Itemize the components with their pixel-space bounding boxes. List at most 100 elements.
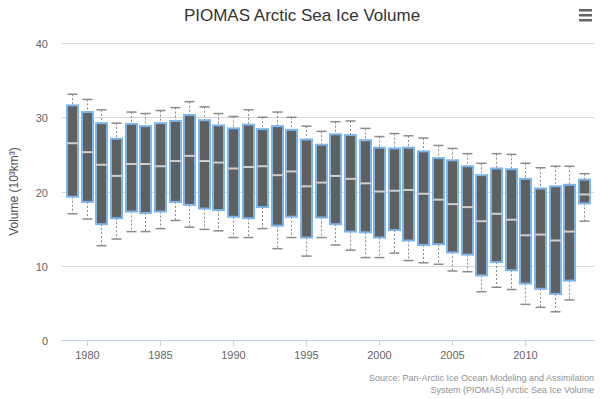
box	[67, 105, 78, 196]
box-group	[535, 168, 546, 308]
lower-whisker	[160, 212, 161, 229]
lower-cap	[127, 231, 137, 233]
upper-cap	[580, 173, 590, 175]
lower-whisker	[204, 209, 205, 230]
x-tick	[525, 340, 526, 346]
lower-whisker	[569, 281, 570, 300]
median	[506, 219, 517, 221]
upper-whisker	[496, 154, 497, 169]
upper-cap	[551, 166, 561, 168]
box	[462, 166, 473, 254]
lower-whisker	[233, 217, 234, 238]
box	[213, 125, 224, 210]
upper-cap	[404, 135, 414, 137]
lower-cap	[448, 270, 458, 272]
lower-whisker	[321, 217, 322, 237]
median	[155, 165, 166, 167]
menu-bar	[579, 14, 592, 17]
box-group	[67, 94, 78, 214]
box	[564, 185, 575, 281]
lower-whisker	[423, 245, 424, 263]
box-group	[286, 117, 297, 237]
x-tick	[233, 340, 234, 346]
box	[184, 115, 195, 205]
menu-icon[interactable]	[579, 9, 592, 22]
lower-cap	[361, 257, 371, 259]
upper-whisker	[101, 110, 102, 123]
x-tick-label: 2000	[367, 349, 391, 361]
median	[243, 166, 254, 168]
upper-whisker	[350, 121, 351, 135]
lower-whisker	[379, 238, 380, 258]
lower-cap	[97, 245, 107, 247]
lower-cap	[141, 231, 151, 233]
upper-cap	[346, 120, 356, 122]
upper-whisker	[160, 111, 161, 124]
box	[82, 112, 93, 202]
boxes	[67, 94, 590, 312]
upper-whisker	[204, 107, 205, 120]
y-axis-label: Volume (10³km³)	[7, 147, 21, 236]
upper-whisker	[569, 166, 570, 185]
x-tick-label: 1990	[221, 349, 245, 361]
median	[564, 231, 575, 233]
upper-whisker	[423, 138, 424, 151]
upper-whisker	[438, 145, 439, 158]
upper-whisker	[408, 136, 409, 148]
box-group	[476, 163, 487, 291]
box	[506, 169, 517, 270]
upper-whisker	[233, 117, 234, 129]
box-group	[345, 121, 356, 250]
lower-whisker	[525, 284, 526, 305]
lower-cap	[565, 299, 575, 301]
median	[345, 178, 356, 180]
lower-cap	[580, 220, 590, 222]
x-tick-label: 2010	[513, 349, 537, 361]
upper-cap	[141, 113, 151, 115]
lower-cap	[390, 252, 400, 254]
lower-cap	[302, 255, 312, 257]
upper-cap	[317, 131, 327, 133]
median	[96, 164, 107, 166]
upper-whisker	[218, 114, 219, 126]
box	[579, 180, 590, 204]
lower-cap	[185, 226, 195, 228]
median	[286, 170, 297, 172]
median	[389, 190, 400, 192]
lower-whisker	[540, 289, 541, 308]
median	[82, 151, 93, 153]
upper-whisker	[87, 99, 88, 112]
upper-whisker	[394, 134, 395, 149]
lower-whisker	[555, 294, 556, 312]
lower-whisker	[131, 212, 132, 232]
median	[418, 193, 429, 195]
box-group	[228, 117, 239, 238]
box-group	[257, 117, 268, 228]
lower-whisker	[87, 202, 88, 219]
grid-line	[62, 117, 594, 118]
lower-cap	[317, 237, 327, 239]
upper-cap	[156, 110, 166, 112]
lower-whisker	[467, 255, 468, 272]
upper-cap	[507, 154, 517, 156]
upper-cap	[536, 167, 546, 169]
upper-cap	[302, 125, 312, 127]
x-tick-label: 1980	[75, 349, 99, 361]
box-group	[140, 114, 151, 232]
source: Source: Pan-Arctic Ice Ocean Modeling an…	[369, 373, 594, 383]
median	[316, 182, 327, 184]
upper-cap	[361, 128, 371, 130]
lower-cap	[214, 230, 224, 232]
upper-whisker	[379, 137, 380, 148]
lower-cap	[346, 249, 356, 251]
median	[140, 163, 151, 165]
box-group	[506, 154, 517, 289]
median	[374, 191, 385, 193]
y-tick-label: 10	[36, 261, 48, 273]
grid-line	[62, 340, 594, 341]
median	[520, 234, 531, 236]
box	[199, 120, 210, 208]
lower-whisker	[189, 205, 190, 227]
y-grid	[62, 44, 594, 341]
box-group	[433, 145, 444, 264]
